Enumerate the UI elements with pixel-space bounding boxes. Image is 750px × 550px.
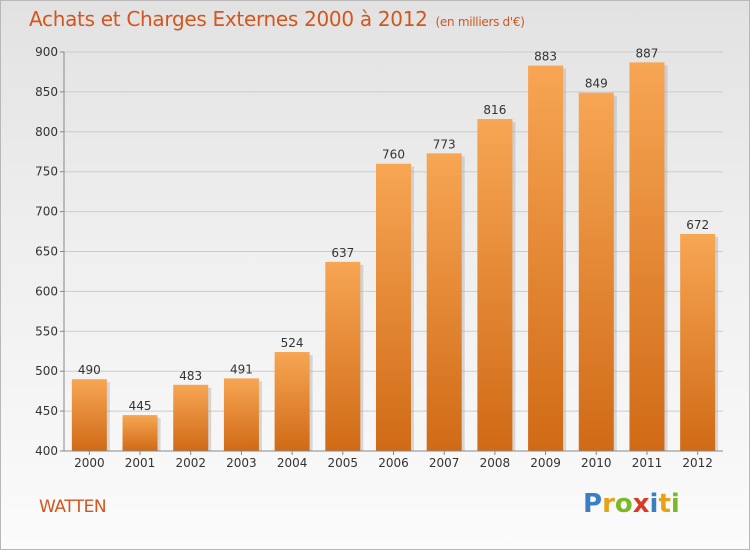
x-tick-label-2004: 2004 [277, 456, 308, 470]
x-tick-label-2009: 2009 [530, 456, 561, 470]
logo-letter: r [602, 489, 615, 519]
value-label-2004: 524 [281, 336, 304, 350]
y-tick-label-700: 700 [35, 205, 58, 219]
x-tick-label-2006: 2006 [378, 456, 409, 470]
value-label-2012: 672 [686, 218, 709, 232]
x-tick-label-2002: 2002 [175, 456, 206, 470]
x-tick-label-2003: 2003 [226, 456, 257, 470]
value-label-2009: 883 [534, 50, 557, 64]
logo-letter: t [658, 489, 671, 519]
x-tick-label-2012: 2012 [682, 456, 713, 470]
bar-2011 [629, 62, 665, 452]
value-label-2001: 445 [129, 399, 152, 413]
value-label-2010: 849 [585, 77, 608, 91]
x-tick-label-2011: 2011 [632, 456, 663, 470]
bar-2000 [71, 379, 107, 451]
y-tick-label-650: 650 [35, 245, 58, 259]
bar-2009 [528, 65, 564, 451]
y-tick-label-900: 900 [35, 45, 58, 59]
chart-title: Achats et Charges Externes 2000 à 2012 (e… [29, 7, 525, 31]
y-tick-label-550: 550 [35, 324, 58, 338]
logo-letter: x [632, 489, 650, 519]
x-tick-label-2010: 2010 [581, 456, 612, 470]
bar-2005 [325, 261, 361, 451]
proxiti-logo: Proxiti [583, 489, 680, 519]
value-label-2011: 887 [636, 46, 659, 60]
value-label-2002: 483 [179, 369, 202, 383]
logo-letter: o [614, 489, 633, 519]
value-label-2008: 816 [483, 103, 506, 117]
value-label-2007: 773 [433, 137, 456, 151]
bar-2012 [680, 233, 716, 451]
bar-2010 [578, 92, 614, 451]
y-tick-label-750: 750 [35, 165, 58, 179]
x-tick-label-2001: 2001 [125, 456, 156, 470]
bar-2002 [173, 384, 209, 451]
bar-2008 [477, 119, 513, 452]
value-label-2006: 760 [382, 148, 405, 162]
x-tick-label-2007: 2007 [429, 456, 460, 470]
logo-letter: i [649, 489, 659, 519]
logo-letter: i [670, 489, 680, 519]
x-tick-label-2000: 2000 [74, 456, 105, 470]
logo-letter: P [583, 489, 603, 519]
bar-2006 [376, 163, 411, 451]
value-label-2003: 491 [230, 362, 253, 376]
y-tick-label-600: 600 [35, 284, 58, 298]
value-label-2000: 490 [78, 363, 101, 377]
y-tick-label-450: 450 [35, 404, 58, 418]
title-text: Achats et Charges Externes 2000 à 2012 [29, 7, 428, 31]
bar-2001 [122, 415, 158, 451]
y-tick-label-500: 500 [35, 364, 58, 378]
commune-name: WATTEN [39, 497, 107, 517]
x-tick-label-2005: 2005 [328, 456, 359, 470]
y-tick-label-400: 400 [35, 444, 58, 458]
y-tick-label-850: 850 [35, 85, 58, 99]
bar-2003 [223, 378, 259, 451]
value-label-2005: 637 [331, 246, 354, 260]
y-tick-label-800: 800 [35, 125, 58, 139]
bar-2004 [274, 352, 310, 451]
x-tick-label-2008: 2008 [480, 456, 511, 470]
title-unit: (en milliers d'€) [435, 15, 525, 29]
bar-2007 [426, 153, 462, 451]
